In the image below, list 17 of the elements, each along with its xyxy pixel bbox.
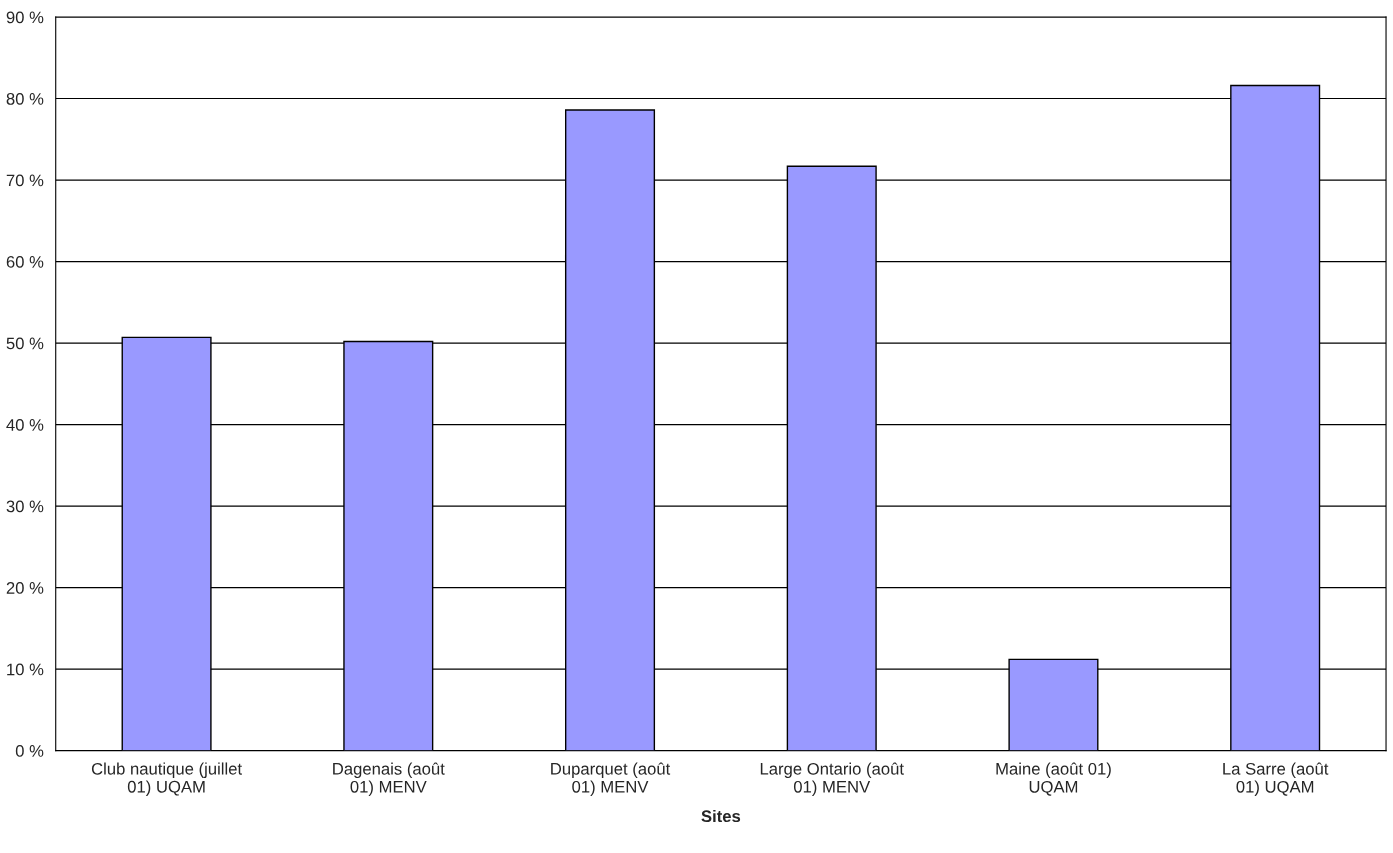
y-tick-label: 30 %: [6, 500, 44, 513]
y-tick-label: 80 %: [6, 92, 44, 105]
y-tick-label: 40 %: [6, 419, 44, 431]
y-tick-label: 60 %: [6, 255, 44, 268]
x-axis-title: Sites: [701, 809, 741, 823]
x-tick-label: Club nautique (juillet 01) UQAM: [91, 762, 242, 796]
y-tick-label: 10 %: [7, 663, 44, 676]
y-tick-label: 20 %: [6, 582, 44, 594]
x-tick-label: Duparquet (août 01) MENV: [551, 762, 671, 796]
y-tick-label: 50 %: [6, 337, 44, 350]
x-tick-label: Dagenais (août 01) MENV: [333, 762, 445, 796]
y-tick-label: 0 %: [15, 745, 44, 757]
y-tick-label: 90 %: [6, 11, 44, 24]
x-tick-label: Large Ontario (août 01) MENV: [760, 762, 904, 796]
x-tick-label: La Sarre (août 01) UQAM: [1223, 762, 1329, 796]
y-tick-label: 70 %: [6, 174, 44, 187]
x-tick-label: Maine (août 01) UQAM: [996, 762, 1111, 796]
